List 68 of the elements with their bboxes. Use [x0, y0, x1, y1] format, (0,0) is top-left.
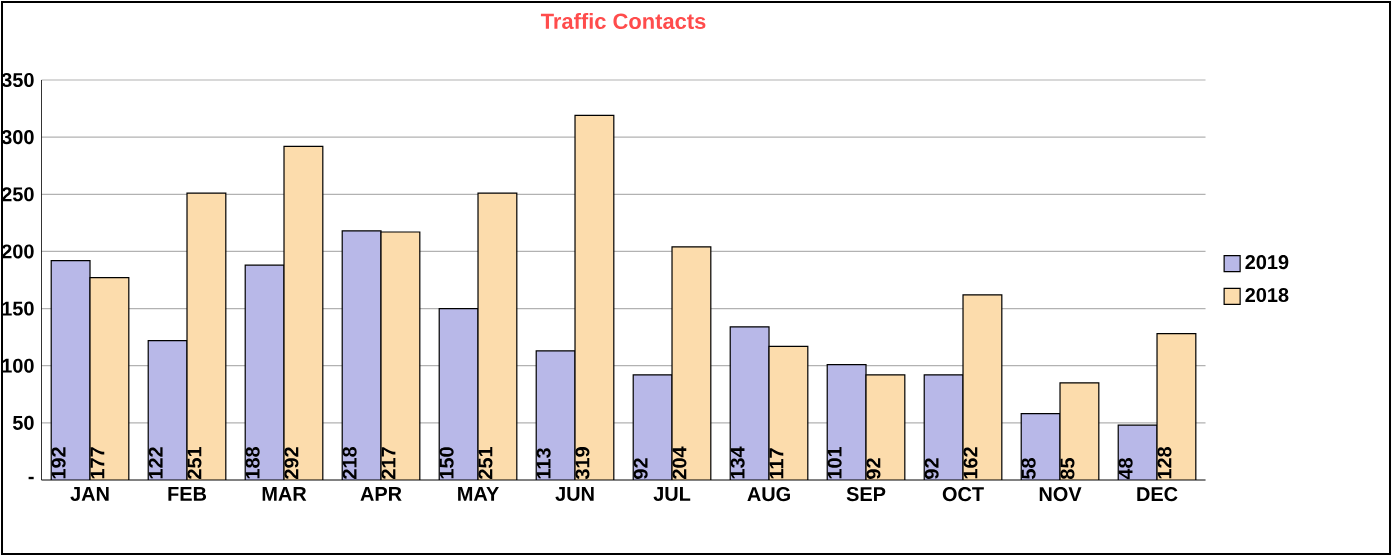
x-tick-label: SEP	[846, 487, 886, 502]
bar	[924, 374, 964, 480]
data-label: 128	[1157, 446, 1172, 479]
data-label: 319	[575, 447, 590, 480]
data-label: 204	[672, 446, 687, 479]
bar	[90, 277, 129, 480]
bar	[1156, 333, 1197, 480]
legend-label: 2019	[1245, 255, 1289, 270]
y-tick-label: 250	[1, 187, 34, 202]
bar	[575, 115, 614, 480]
legend-label: 2018	[1245, 287, 1289, 303]
data-label: 134	[730, 446, 745, 479]
bar	[381, 232, 420, 480]
x-tick-label: JUL	[653, 487, 691, 501]
data-label: 192	[51, 447, 66, 479]
data-label: 113	[536, 448, 551, 479]
bar	[478, 193, 517, 480]
x-tick-label: OCT	[942, 487, 984, 502]
data-label: 101	[827, 446, 842, 479]
x-tick-label: MAR	[262, 487, 307, 501]
data-label: 92	[924, 458, 939, 479]
bar	[187, 193, 226, 480]
data-label: 251	[187, 446, 202, 479]
bar	[963, 294, 1002, 480]
bar	[730, 326, 770, 480]
bar	[827, 364, 867, 480]
y-tick-label: -	[28, 476, 34, 480]
bar	[245, 265, 285, 480]
bar	[536, 350, 576, 480]
bar	[633, 374, 673, 480]
bar	[284, 146, 323, 480]
y-tick-label: 200	[1, 244, 34, 259]
y-tick-label: 50	[12, 415, 34, 430]
data-label: 292	[284, 447, 299, 479]
y-tick-label: 150	[2, 301, 34, 316]
y-tick-label: 350	[1, 72, 34, 88]
data-label: 122	[148, 447, 163, 479]
data-label: 177	[90, 447, 105, 479]
data-label: 48	[1118, 458, 1133, 480]
bar	[672, 246, 711, 480]
data-label: 117	[769, 448, 784, 479]
chart-title: Traffic Contacts	[540, 12, 706, 30]
x-tick-label: FEB	[168, 487, 207, 501]
bar	[51, 260, 91, 480]
x-tick-label: APR	[360, 487, 402, 501]
data-label: 162	[963, 447, 978, 479]
data-label: 150	[439, 447, 454, 479]
bar	[769, 346, 808, 480]
data-label: 251	[478, 446, 493, 479]
bar	[439, 308, 479, 480]
bar	[342, 230, 382, 480]
data-label: 188	[245, 446, 260, 479]
bar	[866, 374, 905, 480]
data-label: 92	[633, 458, 648, 479]
data-label: 85	[1060, 457, 1075, 479]
x-tick-label: JAN	[70, 487, 109, 501]
y-tick-label: 300	[1, 130, 34, 145]
x-tick-label: DEC	[1137, 487, 1178, 502]
x-tick-label: JUN	[555, 487, 594, 501]
data-label: 58	[1021, 458, 1036, 479]
y-tick-label: 100	[2, 358, 34, 373]
x-tick-label: AUG	[747, 487, 790, 502]
x-tick-label: MAY	[458, 487, 499, 501]
data-label: 92	[866, 458, 881, 479]
x-tick-label: NOV	[1039, 487, 1082, 502]
bar	[148, 340, 188, 480]
data-label: 217	[381, 447, 396, 479]
data-label: 218	[342, 446, 357, 479]
